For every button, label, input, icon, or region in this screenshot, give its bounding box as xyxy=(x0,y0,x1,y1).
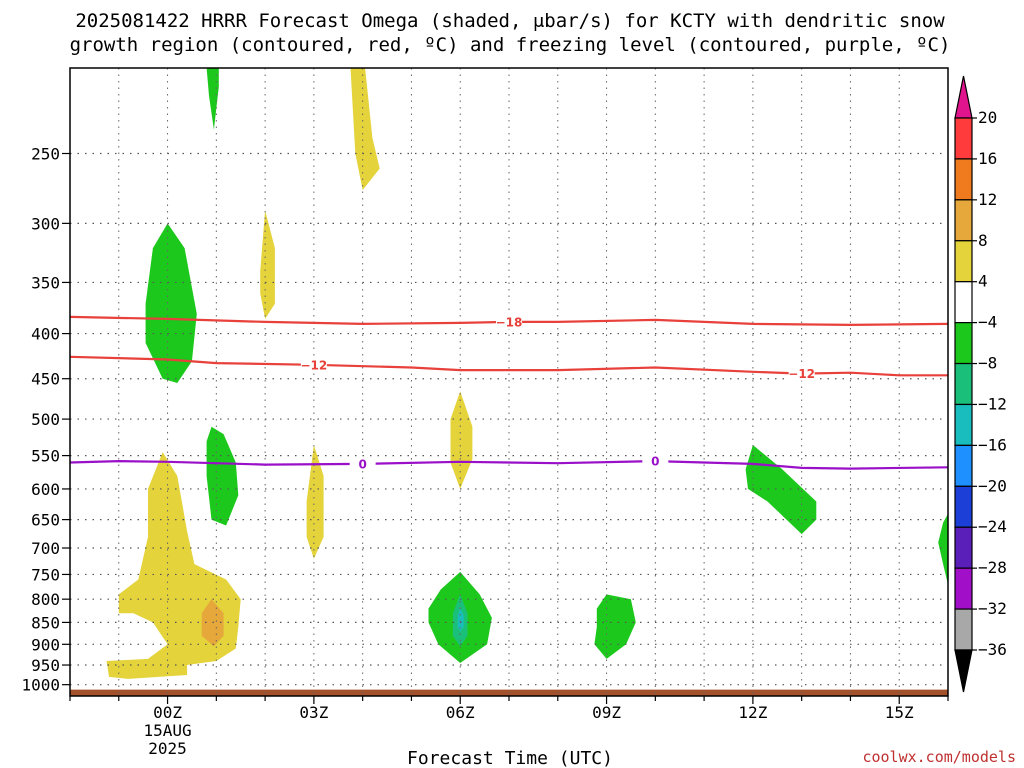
colorbar-swatch-9 xyxy=(954,485,973,528)
colorbar-label-7: −12 xyxy=(978,394,1007,413)
contour-label-0: 0 xyxy=(651,455,659,469)
omega-region-0 xyxy=(145,223,197,383)
contour-label-0: 0 xyxy=(358,457,366,471)
colorbar: 20 16 12 8 4 −4 −8 −12 −16 −20 −24 −28 −32 −36 xyxy=(954,75,1007,693)
plot-area: −18 −12 −12 0 0 250 300 350 400 450 500 550 600 650 7… xyxy=(21,67,949,758)
omega-region-14 xyxy=(938,513,948,585)
y-tick-label-850: 850 xyxy=(31,613,60,632)
omega-region-13 xyxy=(745,445,817,535)
chart-title-line-2: growth region (contoured, red, ºC) and f… xyxy=(70,34,951,56)
colorbar-label-8: −16 xyxy=(978,435,1007,454)
y-tick-label-250: 250 xyxy=(31,144,60,163)
omega-region-3 xyxy=(350,68,380,190)
y-tick-label-1000: 1000 xyxy=(21,676,60,695)
colorbar-label-3: 8 xyxy=(978,231,988,250)
contour-0 xyxy=(70,459,948,470)
colorbar-label-4: 4 xyxy=(978,272,988,291)
contour--12 xyxy=(70,355,948,377)
colorbar-label-11: −28 xyxy=(978,558,1007,577)
omega-region-2 xyxy=(206,426,239,526)
colorbar-swatch-11 xyxy=(954,567,973,610)
colorbar-swatch-2 xyxy=(954,199,973,242)
y-tick-label-600: 600 xyxy=(31,480,60,499)
colorbar-swatch-0 xyxy=(954,117,973,160)
x-tick-sublabel: 2025 xyxy=(148,739,187,758)
colorbar-bottom-arrow xyxy=(954,649,973,693)
y-tick-label-800: 800 xyxy=(31,590,60,609)
contour-label-bg xyxy=(300,357,327,372)
colorbar-top-arrow xyxy=(954,75,973,119)
y-tick-label-750: 750 xyxy=(31,565,60,584)
y-tick-label-950: 950 xyxy=(31,656,60,675)
omega-region-4 xyxy=(260,210,275,319)
omega-region-6 xyxy=(450,391,473,489)
colorbar-swatch-5 xyxy=(954,322,973,365)
colorbar-swatch-7 xyxy=(954,403,973,446)
contour-label-bg xyxy=(642,454,669,469)
y-tick-label-300: 300 xyxy=(31,214,60,233)
omega-region-5 xyxy=(306,445,324,559)
chart-title: 2025081422 HRRR Forecast Omega (shaded, … xyxy=(70,10,951,56)
colorbar-label-0: 20 xyxy=(978,108,997,127)
omega-shading xyxy=(106,68,948,679)
x-tick-label-00Z: 00Z xyxy=(153,703,182,722)
contour-lines: −18 −12 −12 0 0 xyxy=(70,314,948,471)
colorbar-label-12: −32 xyxy=(978,599,1007,618)
x-tick-sublabel: 15AUG xyxy=(143,721,191,740)
colorbar-swatch-8 xyxy=(954,444,973,487)
contour-label-bg xyxy=(496,314,522,329)
x-tick-label-03Z: 03Z xyxy=(299,703,328,722)
credit-text: coolwx.com/models xyxy=(862,748,1016,766)
omega-region-1 xyxy=(206,68,219,130)
y-tick-label-450: 450 xyxy=(31,370,60,389)
chart-title-line-1: 2025081422 HRRR Forecast Omega (shaded, … xyxy=(75,10,945,32)
colorbar-swatch-12 xyxy=(954,608,973,651)
colorbar-swatch-3 xyxy=(954,240,973,283)
colorbar-label-1: 16 xyxy=(978,149,997,168)
omega-region-12 xyxy=(594,594,636,659)
x-axis-label: Forecast Time (UTC) xyxy=(407,748,613,768)
colorbar-swatch-6 xyxy=(954,362,973,406)
y-tick-label-550: 550 xyxy=(31,447,60,466)
y-tick-label-400: 400 xyxy=(31,325,60,344)
x-tick-label-09Z: 09Z xyxy=(592,703,621,722)
y-tick-label-500: 500 xyxy=(31,410,60,429)
contour-label--12: −12 xyxy=(301,358,328,372)
colorbar-label-5: −4 xyxy=(978,313,997,332)
colorbar-swatch-1 xyxy=(954,158,973,201)
omega-region-11 xyxy=(457,608,464,632)
y-tick-label-650: 650 xyxy=(31,511,60,530)
y-tick-label-900: 900 xyxy=(31,635,60,654)
colorbar-label-2: 12 xyxy=(978,190,997,209)
gridlines xyxy=(70,68,948,696)
contour-label--12: −12 xyxy=(788,367,815,381)
y-tick-label-350: 350 xyxy=(31,273,60,292)
colorbar-swatch-4 xyxy=(954,281,973,324)
x-tick-label-06Z: 06Z xyxy=(446,703,475,722)
y-tick-label-700: 700 xyxy=(31,539,60,558)
contour-label-bg xyxy=(788,366,815,381)
colorbar-label-13: −36 xyxy=(978,640,1007,659)
contour-label-bg xyxy=(349,456,376,471)
contour-label--18: −18 xyxy=(496,315,523,329)
colorbar-swatch-10 xyxy=(954,526,973,569)
y-axis: 250 300 350 400 450 500 550 600 650 700 750 800 850 9… xyxy=(21,144,70,695)
colorbar-label-6: −8 xyxy=(978,354,997,373)
colorbar-label-10: −24 xyxy=(978,517,1007,536)
x-tick-label-12Z: 12Z xyxy=(738,703,767,722)
x-tick-label-15Z: 15Z xyxy=(885,703,914,722)
colorbar-label-9: −20 xyxy=(978,476,1007,495)
